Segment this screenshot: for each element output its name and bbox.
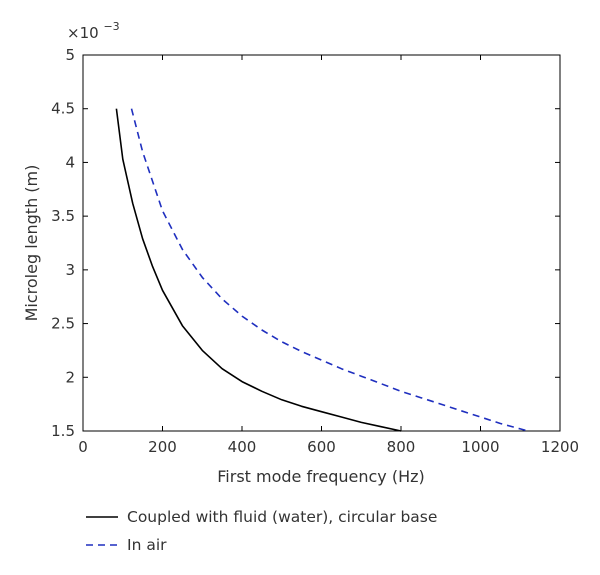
y-tick-label: 2: [65, 368, 75, 386]
x-tick-label: 1200: [541, 438, 579, 456]
x-tick-label: 400: [228, 438, 257, 456]
plot-area: [82, 54, 561, 432]
y-axis-ticks: [83, 54, 560, 432]
y-multiplier: ×10 −3: [67, 20, 120, 42]
legend: Coupled with fluid (water), circular bas…: [86, 508, 437, 554]
y-tick-label: 2.5: [51, 315, 75, 333]
x-axis-title: First mode frequency (Hz): [217, 467, 424, 486]
y-axis-title: Microleg length (m): [22, 165, 41, 322]
series-line-coupled-fluid: [115, 108, 402, 432]
x-axis-ticks: [82, 55, 561, 431]
x-tick-label: 800: [387, 438, 416, 456]
y-multiplier-exponent: −3: [103, 20, 119, 33]
y-tick-label: 1.5: [51, 422, 75, 440]
y-tick-label: 5: [65, 46, 75, 64]
y-axis-tick-labels: 1.5 2 2.5 3 3.5 4 4.5 5: [51, 46, 75, 440]
legend-label-coupled-fluid: Coupled with fluid (water), circular bas…: [127, 508, 437, 526]
series-line-in-air: [130, 108, 529, 432]
x-tick-label: 200: [148, 438, 177, 456]
x-tick-label: 1000: [461, 438, 499, 456]
y-tick-label: 4.5: [51, 100, 75, 118]
legend-label-in-air: In air: [127, 536, 167, 554]
x-axis-tick-labels: 0 200 400 600 800 1000 1200: [78, 438, 579, 456]
y-multiplier-base: ×10: [67, 24, 99, 42]
x-tick-label: 0: [78, 438, 88, 456]
series-lines: [115, 108, 529, 432]
y-tick-label: 3: [65, 261, 75, 279]
y-tick-label: 4: [65, 153, 75, 171]
x-tick-label: 600: [307, 438, 336, 456]
y-tick-label: 3.5: [51, 207, 75, 225]
